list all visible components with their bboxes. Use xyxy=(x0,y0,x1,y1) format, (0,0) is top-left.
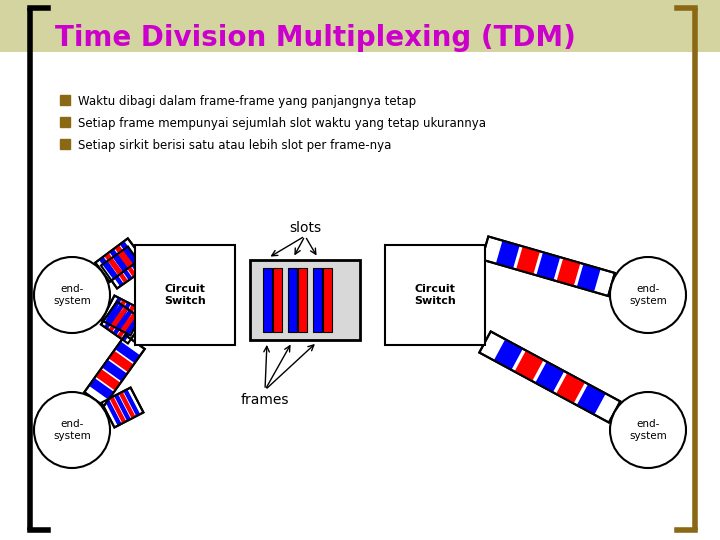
Polygon shape xyxy=(480,332,620,422)
Text: end-
system: end- system xyxy=(53,419,91,441)
Bar xyxy=(135,245,235,345)
Bar xyxy=(323,268,332,332)
Polygon shape xyxy=(102,388,143,428)
Polygon shape xyxy=(104,253,123,275)
Polygon shape xyxy=(494,339,523,370)
Bar xyxy=(288,268,297,332)
Bar xyxy=(60,95,70,105)
Polygon shape xyxy=(121,249,141,274)
Text: end-
system: end- system xyxy=(629,419,667,441)
Polygon shape xyxy=(556,373,585,403)
Polygon shape xyxy=(96,369,120,390)
Polygon shape xyxy=(101,301,144,343)
Polygon shape xyxy=(112,310,132,335)
Polygon shape xyxy=(105,399,122,426)
Text: Waktu dibagi dalam frame-frame yang panjangnya tetap: Waktu dibagi dalam frame-frame yang panj… xyxy=(78,96,416,109)
Polygon shape xyxy=(104,261,124,286)
Polygon shape xyxy=(109,396,126,423)
Polygon shape xyxy=(117,252,137,277)
Polygon shape xyxy=(496,240,520,268)
Polygon shape xyxy=(119,392,135,418)
Polygon shape xyxy=(516,246,540,274)
Text: slots: slots xyxy=(289,221,321,235)
Polygon shape xyxy=(109,249,128,272)
Polygon shape xyxy=(108,307,128,332)
Text: Time Division Multiplexing (TDM): Time Division Multiplexing (TDM) xyxy=(55,24,576,52)
Polygon shape xyxy=(115,341,140,363)
Polygon shape xyxy=(577,384,606,415)
Polygon shape xyxy=(117,313,137,338)
Polygon shape xyxy=(109,300,126,327)
Polygon shape xyxy=(123,389,140,416)
Bar xyxy=(298,268,307,332)
Polygon shape xyxy=(95,238,142,282)
Polygon shape xyxy=(119,305,135,332)
Polygon shape xyxy=(99,256,117,279)
Polygon shape xyxy=(108,258,128,284)
Polygon shape xyxy=(577,264,600,292)
Text: end-
system: end- system xyxy=(629,284,667,306)
Polygon shape xyxy=(114,245,133,267)
Polygon shape xyxy=(114,302,131,329)
Polygon shape xyxy=(536,252,560,280)
Polygon shape xyxy=(112,255,132,280)
Bar xyxy=(313,268,322,332)
Polygon shape xyxy=(89,378,114,400)
Text: Setiap sirkit berisi satu atau lebih slot per frame-nya: Setiap sirkit berisi satu atau lebih slo… xyxy=(78,139,392,152)
Bar xyxy=(60,139,70,149)
Circle shape xyxy=(610,257,686,333)
Circle shape xyxy=(610,392,686,468)
Bar xyxy=(263,268,272,332)
Polygon shape xyxy=(84,335,145,406)
Bar xyxy=(385,245,485,345)
Polygon shape xyxy=(105,297,122,324)
Circle shape xyxy=(34,392,110,468)
Polygon shape xyxy=(101,247,144,288)
Text: end-
system: end- system xyxy=(53,284,91,306)
Text: Setiap frame mempunyai sejumlah slot waktu yang tetap ukurannya: Setiap frame mempunyai sejumlah slot wak… xyxy=(78,118,486,131)
Polygon shape xyxy=(120,241,138,264)
Bar xyxy=(273,268,282,332)
Bar xyxy=(60,117,70,127)
Bar xyxy=(250,260,360,340)
Text: Circuit
Switch: Circuit Switch xyxy=(164,284,206,306)
Polygon shape xyxy=(515,350,544,381)
Circle shape xyxy=(34,257,110,333)
Text: frames: frames xyxy=(240,393,289,407)
Polygon shape xyxy=(114,394,131,421)
Text: Circuit
Switch: Circuit Switch xyxy=(414,284,456,306)
Polygon shape xyxy=(123,307,140,334)
Polygon shape xyxy=(102,295,143,335)
Polygon shape xyxy=(121,316,141,341)
Polygon shape xyxy=(535,362,564,392)
Polygon shape xyxy=(109,350,134,372)
Polygon shape xyxy=(482,237,615,296)
Polygon shape xyxy=(104,303,124,329)
Bar xyxy=(0,0,720,52)
Polygon shape xyxy=(557,258,580,286)
Polygon shape xyxy=(102,360,127,381)
